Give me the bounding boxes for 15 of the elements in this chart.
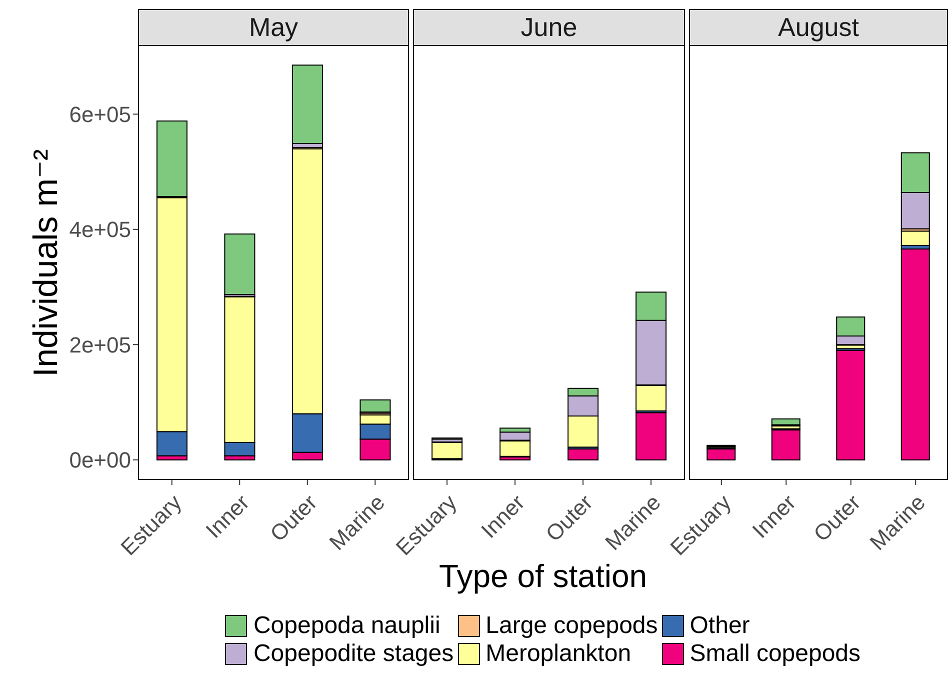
chart-title: May — [138, 9, 409, 45]
legend-label: Small copepods — [690, 640, 861, 668]
chart-title: June — [413, 9, 685, 45]
legend-label: Copepodite stages — [253, 640, 454, 668]
chart-title: August — [689, 9, 948, 45]
y-tick-label: 0e+00 — [69, 448, 131, 473]
legend-label: Large copepods — [486, 612, 658, 640]
x-axis-title: Type of station — [438, 558, 648, 594]
legend-label: Copepoda nauplii — [253, 612, 440, 640]
legend-label: Meroplankton — [486, 640, 632, 668]
y-axis-title: Individuals m⁻² — [26, 148, 66, 376]
y-tick-label: 6e+05 — [69, 102, 131, 127]
y-tick-label: 4e+05 — [69, 217, 131, 242]
y-tick-label: 2e+05 — [69, 332, 131, 358]
legend-label: Other — [690, 612, 750, 640]
